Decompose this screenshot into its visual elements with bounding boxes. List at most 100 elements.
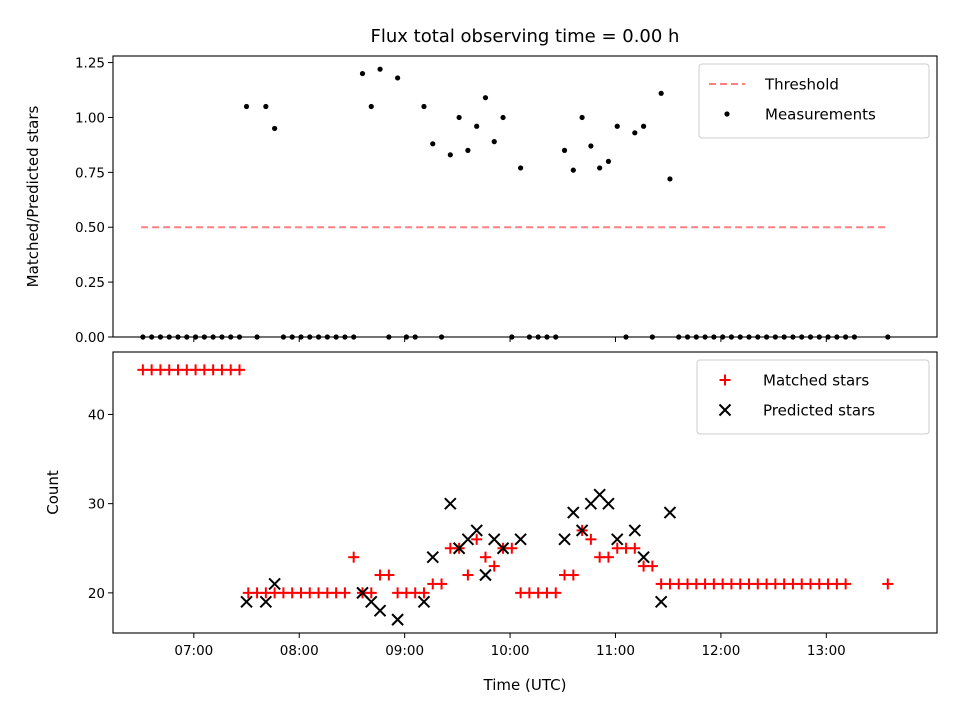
y-tick-label: 40 — [88, 407, 105, 423]
predicted-star-marker-b — [611, 533, 624, 546]
matched-star-marker — [882, 578, 894, 590]
predicted-star-marker — [611, 533, 624, 546]
legend-predicted-swatch-b — [718, 403, 732, 417]
predicted-star-marker-b — [391, 613, 404, 626]
measurement-point — [474, 123, 480, 129]
predicted-star-marker — [391, 613, 404, 626]
matched-star-marker — [462, 569, 474, 581]
y-tick-label: 1.25 — [75, 56, 105, 72]
measurement-point — [561, 147, 568, 153]
y-tick-label: 0.75 — [75, 165, 105, 181]
predicted-star-marker-b — [444, 497, 457, 510]
measurement-point — [377, 66, 383, 72]
y-tick-label: 0.50 — [75, 220, 105, 236]
measurement-point — [447, 152, 453, 158]
matched-star-marker — [488, 560, 500, 572]
measurement-point — [491, 139, 497, 145]
x-tick-label: 09:00 — [385, 643, 424, 659]
predicted-star-marker-b — [593, 488, 606, 501]
y-tick-label: 20 — [88, 586, 105, 602]
predicted-star-marker-b — [373, 604, 387, 617]
predicted-star-marker-b — [637, 550, 650, 564]
figure-title: Flux total observing time = 0.00 h — [371, 26, 680, 47]
axes-frame — [112, 55, 938, 338]
matched-star-marker — [436, 578, 448, 590]
measurement-point — [456, 114, 462, 121]
predicted-star-marker — [240, 595, 253, 608]
measurement-point — [605, 158, 612, 164]
measurement-point — [243, 103, 250, 110]
predicted-star-marker-b — [365, 595, 378, 608]
measurement-point — [667, 176, 673, 182]
legend-box — [698, 63, 930, 139]
y-tick-label: 0.00 — [75, 330, 105, 346]
predicted-star-marker — [663, 506, 677, 519]
predicted-star-marker-b — [479, 568, 492, 582]
predicted-star-marker-b — [567, 506, 580, 519]
measurement-point — [518, 165, 524, 171]
predicted-star-marker — [628, 524, 642, 537]
predicted-star-marker — [558, 533, 571, 546]
predicted-star-marker — [654, 595, 668, 608]
predicted-star-marker-b — [259, 595, 273, 608]
matched-star-marker — [365, 587, 377, 599]
predicted-star-marker — [575, 524, 589, 537]
measurement-point — [430, 141, 436, 147]
legend-label: Predicted stars — [763, 402, 875, 420]
matched-star-marker — [383, 569, 395, 581]
predicted-star-marker-b — [514, 533, 527, 546]
legend: Matched stars Predicted stars — [696, 359, 930, 435]
x-tick-label: 08:00 — [280, 643, 319, 659]
matched-star-marker — [471, 533, 483, 545]
predicted-star-marker-b — [663, 506, 677, 519]
measurement-point — [632, 130, 638, 136]
measurement-point — [272, 125, 278, 132]
matched-star-marker — [550, 587, 562, 599]
measurement-point — [359, 70, 366, 77]
legend-label: Matched stars — [763, 372, 869, 390]
y-axis-label: Matched/Predicted stars — [24, 106, 42, 288]
axes-frame — [112, 351, 938, 634]
predicted-star-marker-b — [470, 524, 483, 537]
measurement-point — [465, 147, 471, 153]
x-tick-label: 07:00 — [174, 643, 213, 659]
predicted-star-marker-b — [488, 533, 501, 546]
x-tick-label: 13:00 — [807, 643, 846, 659]
predicted-star-marker-b — [496, 542, 510, 555]
predicted-star-marker-b — [628, 524, 642, 537]
y-tick-label: 0.25 — [75, 275, 105, 291]
measurement-point — [570, 167, 576, 173]
predicted-star-marker — [637, 550, 650, 564]
predicted-star-marker — [426, 550, 439, 564]
x-axis-label: Time (UTC) — [483, 676, 567, 694]
predicted-star-marker-b — [558, 533, 571, 546]
matched-star-marker — [629, 542, 641, 554]
y-tick-label: 1.00 — [75, 110, 105, 126]
legend-label: Threshold — [764, 76, 839, 94]
predicted-star-marker-b — [268, 577, 281, 591]
legend-label: Measurements — [765, 106, 876, 124]
predicted-star-marker-b — [575, 524, 589, 537]
bottom-panel-counts: 20 30 40 07:00 08:00 09:00 10:00 11:00 12:00 13:0… — [44, 351, 938, 694]
predicted-star-marker — [514, 533, 527, 546]
predicted-star-marker — [496, 542, 510, 555]
predicted-star-marker-b — [654, 595, 668, 608]
x-tick-label: 10:00 — [491, 643, 530, 659]
matched-star-marker — [602, 551, 614, 563]
predicted-star-marker — [470, 524, 483, 537]
measurement-point — [658, 90, 664, 96]
matched-star-marker — [479, 551, 491, 563]
predicted-star-marker — [268, 577, 281, 591]
matched-star-marker — [233, 364, 245, 376]
legend: Threshold Measurements — [698, 63, 930, 139]
matched-star-marker — [348, 551, 360, 563]
x-tick-label: 12:00 — [701, 643, 740, 659]
y-tick-label: 30 — [88, 497, 105, 513]
matched-star-marker — [418, 587, 430, 599]
predicted-star-marker-b — [602, 497, 615, 510]
measurement-point — [421, 103, 427, 110]
predicted-star-marker — [417, 595, 431, 608]
matched-star-marker — [585, 533, 597, 545]
x-tick-label: 11:00 — [596, 643, 635, 659]
